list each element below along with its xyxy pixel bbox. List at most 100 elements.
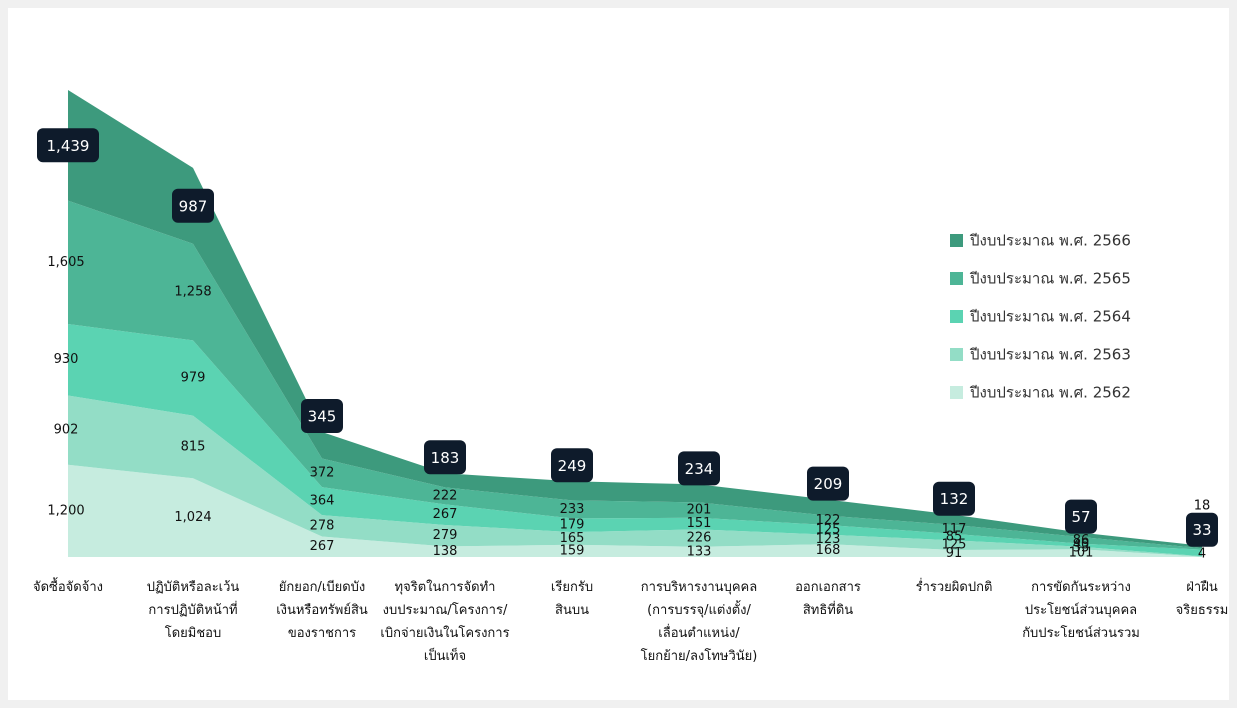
badge-bg: [1065, 499, 1097, 534]
x-tick-line: จริยธรรม: [1176, 603, 1229, 618]
x-tick-line: กับประโยชน์ส่วนรวม: [1022, 625, 1140, 641]
value-label: 249: [558, 457, 587, 475]
badge-bg: [172, 188, 214, 223]
x-tick-label: ยักยอก/เบียดบังเงินหรือทรัพย์สินของราชกา…: [276, 579, 368, 641]
value-label: 987: [179, 197, 208, 215]
value-label: 57: [1071, 508, 1090, 526]
legend-label: ปีงบประมาณ พ.ศ. 2565: [969, 270, 1131, 288]
value-label: 372: [310, 465, 335, 480]
value-label: 222: [433, 488, 458, 503]
x-tick-line: สินบน: [555, 603, 589, 618]
x-tick-line: ฝ่าฝืน: [1186, 579, 1218, 595]
value-label: 234: [685, 460, 714, 478]
x-tick-line: เรียกรับ: [551, 579, 593, 595]
x-tick-label: เรียกรับสินบน: [551, 579, 593, 618]
x-tick-line: ของราชการ: [288, 626, 356, 641]
legend-label: ปีงบประมาณ พ.ศ. 2566: [969, 232, 1131, 250]
value-label: 179: [560, 518, 585, 533]
x-tick-line: จัดซื้อจัดจ้าง: [33, 577, 103, 595]
x-tick-line: เงินหรือทรัพย์สิน: [276, 602, 368, 618]
legend-label: ปีงบประมาณ พ.ศ. 2564: [969, 308, 1131, 326]
value-label: 125: [942, 538, 967, 553]
value-label: 226: [687, 531, 712, 546]
value-label: 815: [181, 439, 206, 454]
value-label: 1,200: [47, 503, 84, 518]
value-label: 85: [946, 530, 963, 545]
value-label: 267: [433, 507, 458, 522]
badge-bg: [1186, 512, 1218, 547]
value-label: 101: [1069, 546, 1094, 561]
x-tick-label: จัดซื้อจัดจ้าง: [33, 577, 103, 595]
value-label: 122: [816, 513, 841, 528]
badge: 209: [807, 466, 849, 501]
badge-bg: [424, 440, 466, 475]
value-label: 165: [560, 531, 585, 546]
legend-label: ปีงบประมาณ พ.ศ. 2562: [969, 384, 1131, 402]
value-label: 4: [1198, 547, 1206, 562]
x-tick-line: (การบรรจุ/แต่งตั้ง/: [647, 600, 751, 618]
value-label: 125: [816, 522, 841, 537]
badge: 33: [1186, 512, 1218, 547]
x-tick-line: ประโยชน์ส่วนบุคคล: [1025, 602, 1137, 618]
badge: 1,439: [37, 128, 99, 163]
badge: 987: [172, 188, 214, 223]
value-label: 1,258: [174, 285, 211, 300]
x-tick-line: ร่ำรวยผิดปกติ: [916, 578, 993, 595]
value-label: 86: [1073, 533, 1090, 548]
badge-bg: [678, 451, 720, 486]
badge-bg: [301, 399, 343, 434]
value-label: 364: [310, 494, 335, 509]
value-label: 123: [816, 532, 841, 547]
badge-bg: [551, 448, 593, 483]
value-label: 133: [687, 544, 712, 559]
area: [68, 464, 1202, 557]
value-label: 151: [687, 516, 712, 531]
x-tick-label: การบริหารงานบุคคล (การบรรจุ/แต่งตั้ง/เลื่…: [641, 580, 758, 664]
badge: 57: [1065, 499, 1097, 534]
legend-label: ปีงบประมาณ พ.ศ. 2563: [969, 346, 1131, 364]
value-label: 278: [310, 518, 335, 533]
x-tick-label: ทุจริตในการจัดทำงบประมาณ/โครงการ/เบิกจ่า…: [380, 579, 509, 664]
x-tick-line: ยักยอก/เบียดบัง: [279, 579, 366, 595]
x-tick-line: การปฏิบัติหน้าที่: [148, 601, 237, 618]
value-label: 1,605: [47, 255, 84, 270]
badge-bg: [37, 128, 99, 163]
area: [68, 323, 1202, 557]
x-tick-line: สิทธิที่ดิน: [803, 601, 854, 618]
x-tick-label: ร่ำรวยผิดปกติ: [916, 578, 993, 595]
value-label: 1,439: [47, 137, 90, 155]
badge: 345: [301, 399, 343, 434]
x-tick-line: งบประมาณ/โครงการ/: [383, 602, 508, 618]
x-tick-line: ทุจริตในการจัดทำ: [395, 579, 496, 595]
value-label: 979: [181, 371, 206, 386]
badge-bg: [807, 466, 849, 501]
badge: 234: [678, 451, 720, 486]
x-tick-line: เบิกจ่ายเงินในโครงการ: [380, 625, 509, 641]
value-label: 159: [560, 543, 585, 558]
value-label: 930: [54, 352, 79, 367]
x-tick-line: การขัดกันระหว่าง: [1031, 580, 1131, 595]
x-tick-line: เป็นเท็จ: [424, 646, 466, 664]
value-label: 33: [1073, 540, 1090, 555]
value-label: 902: [54, 423, 79, 438]
badge: 183: [424, 440, 466, 475]
value-label: 168: [816, 543, 841, 558]
value-label: 33: [1192, 521, 1211, 539]
x-tick-label: ปฏิบัติหรือละเว้นการปฏิบัติหน้าที่โดยมิช…: [147, 579, 240, 641]
x-tick-line: โยกย้าย/ลงโทษวินัย): [641, 648, 758, 664]
x-tick-line: การบริหารงานบุคคล: [641, 580, 757, 595]
legend-swatch: [950, 386, 963, 399]
legend-swatch: [950, 234, 963, 247]
legend-swatch: [950, 310, 963, 323]
value-label: 267: [310, 539, 335, 554]
value-label: 1,024: [174, 510, 211, 525]
value-label: 279: [433, 528, 458, 543]
badge: 249: [551, 448, 593, 483]
value-label: 201: [687, 503, 712, 518]
value-label: 209: [814, 475, 843, 493]
x-tick-line: โดยมิชอบ: [165, 625, 222, 641]
legend-swatch: [950, 272, 963, 285]
x-tick-line: ปฏิบัติหรือละเว้น: [147, 579, 240, 595]
value-label: 117: [942, 522, 967, 537]
